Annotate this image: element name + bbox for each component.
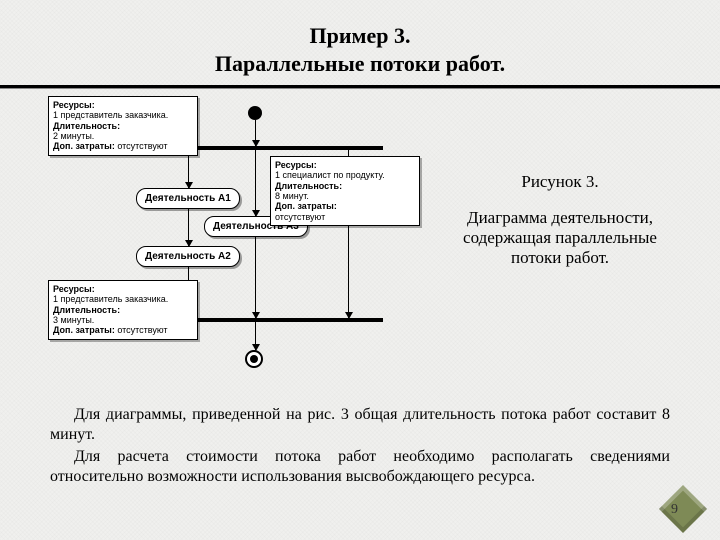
page-number: 9 bbox=[671, 502, 678, 518]
end-node-icon bbox=[245, 350, 263, 368]
corner-accent-icon bbox=[659, 485, 707, 533]
title-rule bbox=[0, 85, 720, 89]
body-text: Для диаграммы, приведенной на рис. 3 общ… bbox=[50, 405, 670, 489]
figure-label: Рисунок 3. bbox=[445, 172, 675, 192]
activity-diagram: Деятельность А1Деятельность А3Деятельнос… bbox=[48, 100, 428, 380]
page-title: Пример 3. Параллельные потоки работ. bbox=[0, 22, 720, 77]
title-line-1: Пример 3. bbox=[0, 22, 720, 50]
start-node-icon bbox=[248, 106, 262, 120]
resource-note-n3: Ресурсы:1 представитель заказчика.Длител… bbox=[48, 280, 198, 340]
title-line-2: Параллельные потоки работ. bbox=[0, 50, 720, 78]
flow-arrow-2 bbox=[255, 150, 256, 216]
activity-a1: Деятельность А1 bbox=[136, 188, 240, 209]
flow-arrow-7 bbox=[255, 322, 256, 350]
activity-a2: Деятельность А2 bbox=[136, 246, 240, 267]
flow-arrow-0 bbox=[255, 120, 256, 146]
resource-note-n2: Ресурсы:1 специалист по продукту.Длитель… bbox=[270, 156, 420, 226]
flow-arrow-5 bbox=[255, 236, 256, 318]
figure-caption: Диаграмма деятельности, содержащая парал… bbox=[445, 208, 675, 268]
resource-note-n1: Ресурсы:1 представитель заказчика.Длител… bbox=[48, 96, 198, 156]
flow-arrow-4 bbox=[188, 208, 189, 246]
paragraph-2: Для расчета стоимости потока работ необх… bbox=[50, 447, 670, 487]
figure-caption-block: Рисунок 3. Диаграмма деятельности, содер… bbox=[445, 172, 675, 268]
paragraph-1: Для диаграммы, приведенной на рис. 3 общ… bbox=[50, 405, 670, 445]
